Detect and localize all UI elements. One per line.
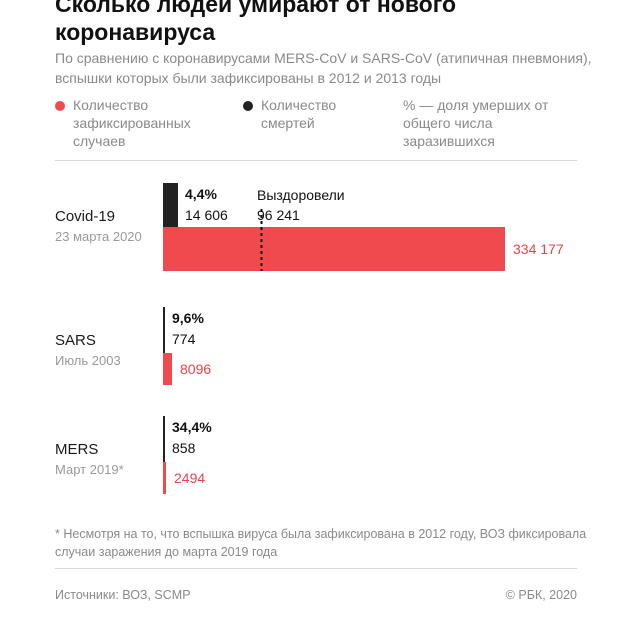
legend-deaths-dot: [243, 101, 253, 111]
deaths-bar-mers: [163, 416, 165, 462]
deaths-label-covid-19: 14 606: [185, 207, 228, 223]
cases-bar-mers: [163, 462, 166, 494]
divider-top: [55, 160, 577, 161]
deaths-bar-covid-19: [163, 183, 178, 227]
pct-label-covid-19: 4,4%: [185, 186, 217, 202]
legend-deaths-label: Количество смертей: [261, 97, 337, 131]
chart-subtitle: По сравнению с коронавирусами MERS-CoV и…: [55, 50, 592, 86]
legend-cases-dot: [55, 101, 65, 111]
category-date-sars: Июль 2003: [55, 353, 121, 368]
cases-bar-sars: [163, 353, 172, 385]
category-name-covid-19: Covid-19: [55, 208, 115, 225]
recovered-label: 96 241: [257, 207, 300, 223]
recovered-title: Выздоровели: [257, 187, 345, 203]
copyright-text: © РБК, 2020: [505, 588, 577, 602]
deaths-label-sars: 774: [172, 331, 196, 347]
divider-bottom: [55, 568, 577, 569]
legend-cases-label: Количество зафиксированных случаев: [73, 97, 191, 149]
category-date-covid-19: 23 марта 2020: [55, 229, 142, 244]
cases-bar-covid-19: [163, 227, 505, 271]
deaths-bar-sars: [163, 307, 165, 353]
cases-label-covid-19: 334 177: [513, 241, 564, 257]
source-text: Источники: ВОЗ, SCMP: [55, 588, 191, 602]
category-name-sars: SARS: [55, 332, 96, 349]
deaths-label-mers: 858: [172, 440, 196, 456]
legend-pct-label: % — доля умерших от общего числа заразив…: [403, 97, 549, 149]
category-date-mers: Март 2019*: [55, 462, 124, 477]
pct-label-mers: 34,4%: [172, 419, 212, 435]
footnote: * Несмотря на то, что вспышка вируса был…: [55, 527, 587, 559]
category-name-mers: MERS: [55, 441, 98, 458]
cases-label-sars: 8096: [180, 361, 211, 377]
chart-title: Сколько людей умирают от нового коронави…: [55, 0, 457, 45]
pct-label-sars: 9,6%: [172, 310, 204, 326]
cases-label-mers: 2494: [174, 470, 205, 486]
